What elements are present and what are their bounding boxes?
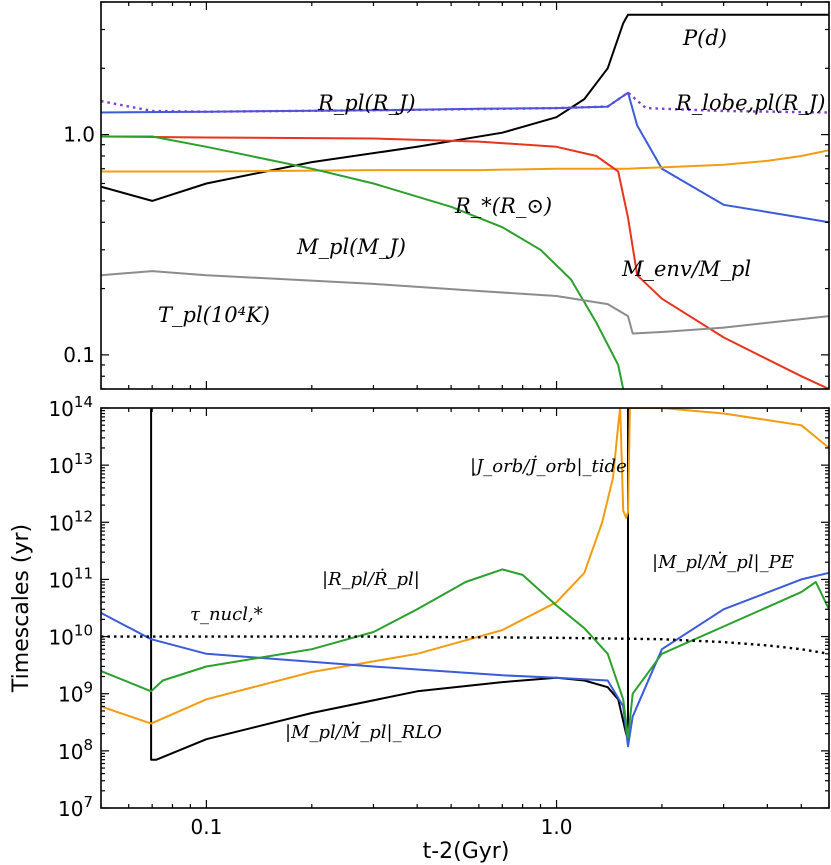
label-mpe: |M_pl/Ṁ_pl|_PE bbox=[652, 550, 794, 573]
series-r-lobe-pl-r-j bbox=[101, 91, 829, 114]
y-tick-label: 1010 bbox=[48, 622, 93, 650]
label-rpl: R_pl(R_J) bbox=[317, 91, 416, 115]
y-tick-label: 109 bbox=[58, 679, 93, 707]
label-tau: τ_nucl,* bbox=[190, 604, 263, 625]
bottom-frame bbox=[100, 407, 830, 809]
x-tick-label: 0.1 bbox=[190, 815, 222, 839]
y-tick-label: 108 bbox=[58, 736, 93, 764]
label-mpl: M_pl(M_J) bbox=[296, 235, 406, 259]
y-tick-label: 107 bbox=[58, 793, 93, 821]
series-j-orb-j-orb-tide bbox=[101, 408, 829, 725]
label-period: P(d) bbox=[682, 26, 727, 50]
top-frame bbox=[100, 1, 830, 390]
bottom-series-group bbox=[101, 408, 829, 761]
bottom-panel: 107 108 109 1010 1011 1012 1013 1014 0.1 1.0 |J_o… bbox=[9, 393, 830, 864]
x-tick-label: 1.0 bbox=[541, 815, 573, 839]
label-mrlo: |M_pl/Ṁ_pl|_RLO bbox=[285, 720, 442, 743]
y-axis-title: Timescales (yr) bbox=[9, 524, 34, 693]
y-tick-label: 1012 bbox=[48, 507, 93, 535]
y-tick-label: 1011 bbox=[48, 564, 93, 592]
series-r-pl-r-j bbox=[101, 91, 829, 224]
label-rlobe: R_lobe,pl(R_J) bbox=[675, 91, 826, 115]
series-m-pl-m-j bbox=[101, 135, 625, 389]
y-tick-label: 1.0 bbox=[63, 123, 95, 147]
label-menv: M_env/M_pl bbox=[621, 257, 751, 281]
series-m-pl-pl-pe bbox=[101, 571, 829, 748]
series-r-pl-pl bbox=[101, 568, 829, 739]
label-tpl: T_pl(10⁴K) bbox=[158, 303, 270, 327]
series-t-pl-10-k bbox=[101, 270, 829, 335]
series-r-r bbox=[101, 149, 829, 173]
x-axis-title: t-2(Gyr) bbox=[423, 839, 510, 864]
label-jorb: |J_orb/J̇_orb|_tide bbox=[470, 455, 627, 477]
series-nucl bbox=[101, 635, 829, 655]
series-m-env-m-pl bbox=[101, 135, 829, 389]
top-series-group bbox=[101, 13, 829, 389]
label-rstar: R_*(R_⊙) bbox=[454, 194, 552, 218]
series-p-d bbox=[101, 13, 829, 202]
y-tick-label: 1013 bbox=[48, 450, 93, 478]
bottom-ticks: 107 108 109 1010 1011 1012 1013 1014 0.1 1.0 bbox=[48, 393, 830, 839]
label-rdot: |R_pl/Ṙ_pl| bbox=[322, 567, 420, 590]
top-panel: 0.1 1.0 P(d) R_pl(R_J) R_lobe,pl(R_J) R_*… bbox=[63, 1, 830, 390]
y-tick-label: 1014 bbox=[48, 393, 93, 421]
y-tick-label: 0.1 bbox=[63, 343, 95, 367]
series-m-pl-pl-rlo bbox=[150, 408, 629, 761]
